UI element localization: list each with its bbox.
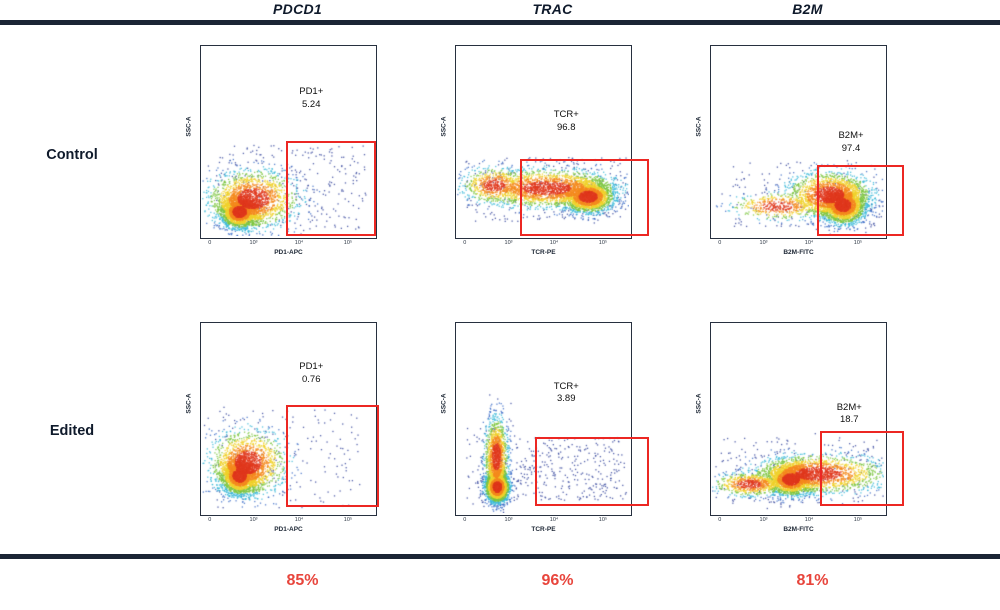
x-axis-tick-label: 10³: [759, 240, 768, 246]
column-header-pdcd1: PDCD1: [273, 1, 322, 17]
gate-annotation-value: 0.76: [302, 373, 321, 385]
column-header-b2m: B2M: [792, 1, 823, 17]
gate-annotation-value: 3.89: [556, 392, 576, 404]
gate-annotation: TCR+ 96.8: [554, 109, 579, 134]
gate-annotation-value: 96.8: [556, 121, 576, 133]
bottom-divider: [0, 554, 1000, 559]
flow-panel-control-trac: TCR+ 96.8 0 10³ 10⁴ 10⁵ TCR-PE SSC-A: [441, 45, 649, 256]
x-axis-tick-label: 10³: [759, 517, 768, 523]
x-axis-tick-label: 0: [718, 240, 722, 246]
x-axis-tick-label: 10³: [249, 517, 258, 523]
column-header-trac: TRAC: [532, 1, 573, 17]
y-axis-label: SSC-A: [695, 393, 703, 414]
x-axis-tick-label: 10³: [504, 517, 513, 523]
x-axis-label: B2M-FITC: [783, 249, 814, 256]
scatter-canvas: [456, 323, 629, 513]
gate-rect: [817, 165, 904, 237]
row-label-control: Control: [46, 147, 98, 163]
gate-annotation-label: TCR+: [553, 380, 579, 392]
scatter-canvas: [456, 46, 629, 236]
x-axis-label: B2M-FITC: [783, 526, 814, 533]
gate-annotation: B2M+ 18.7: [837, 402, 862, 427]
top-divider: [0, 20, 1000, 25]
x-axis-tick-label: 10⁴: [804, 240, 814, 246]
efficiency-b2m: 81%: [796, 572, 829, 589]
x-axis-tick-label: 10⁴: [549, 517, 559, 523]
gate-annotation-value: 97.4: [841, 142, 861, 154]
flow-panel-edited-trac: TCR+ 3.89 0 10³ 10⁴ 10⁵ TCR-PE SSC-A: [441, 322, 649, 533]
gate-annotation: PD1+ 5.24: [299, 86, 323, 111]
x-axis-label: PD1-APC: [274, 249, 303, 256]
scatter-canvas: [711, 323, 884, 513]
gate-annotation-value: 5.24: [302, 98, 321, 110]
flow-panel-edited-b2m: B2M+ 18.7 0 10³ 10⁴ 10⁵ B2M-FITC SSC-A: [696, 322, 904, 533]
x-axis-tick-label: 10⁵: [343, 517, 353, 523]
gate-annotation-label: B2M+: [838, 130, 864, 142]
flow-panel-control-pdcd1: PD1+ 5.24 0 10³ 10⁴ 10⁵ PD1-APC SSC-A: [186, 45, 377, 256]
x-axis-tick-label: 0: [208, 240, 212, 246]
gate-rect: [820, 431, 904, 506]
scatter-canvas: [711, 46, 884, 236]
x-axis-tick-label: 10⁵: [343, 240, 353, 246]
gate-annotation-label: PD1+: [299, 86, 324, 98]
flow-panel-control-b2m: B2M+ 97.4 0 10³ 10⁴ 10⁵ B2M-FITC SSC-A: [696, 45, 904, 256]
x-axis-tick-label: 10³: [249, 240, 258, 246]
x-axis-tick-label: 10⁵: [853, 240, 863, 246]
x-axis-tick-label: 10⁴: [549, 240, 559, 246]
x-axis-tick-label: 10³: [504, 240, 513, 246]
y-axis-label: SSC-A: [185, 116, 193, 137]
gate-annotation: PD1+ 0.76: [299, 361, 323, 386]
y-axis-label: SSC-A: [440, 393, 448, 414]
x-axis-tick-label: 10⁴: [294, 240, 304, 246]
x-axis-tick-label: 10⁴: [804, 517, 814, 523]
gate-annotation-label: PD1+: [299, 361, 324, 373]
x-axis-tick-label: 0: [718, 517, 722, 523]
x-axis-tick-label: 0: [463, 517, 467, 523]
x-axis-tick-label: 10⁵: [598, 240, 608, 246]
efficiency-pdcd1: 85%: [286, 572, 319, 589]
gate-annotation-label: B2M+: [836, 401, 862, 413]
gate-rect: [286, 404, 379, 507]
y-axis-label: SSC-A: [695, 116, 703, 137]
efficiency-trac: 96%: [541, 572, 574, 589]
gate-annotation: B2M+ 97.4: [838, 130, 863, 155]
flow-panel-edited-pdcd1: PD1+ 0.76 0 10³ 10⁴ 10⁵ PD1-APC SSC-A: [186, 322, 379, 533]
x-axis-label: TCR-PE: [531, 526, 556, 533]
gate-annotation-value: 18.7: [840, 414, 859, 426]
gate-annotation-label: TCR+: [553, 109, 579, 121]
x-axis-tick-label: 10⁵: [598, 517, 608, 523]
gate-rect: [286, 141, 376, 237]
x-axis-tick-label: 10⁵: [853, 517, 863, 523]
y-axis-label: SSC-A: [185, 393, 193, 414]
y-axis-label: SSC-A: [440, 116, 448, 137]
x-axis-tick-label: 0: [463, 240, 467, 246]
x-axis-label: TCR-PE: [531, 249, 556, 256]
x-axis-tick-label: 0: [208, 517, 212, 523]
x-axis-tick-label: 10⁴: [294, 517, 304, 523]
gate-annotation: TCR+ 3.89: [554, 381, 579, 406]
x-axis-label: PD1-APC: [274, 526, 303, 533]
gate-rect: [534, 437, 649, 506]
gate-rect: [520, 159, 649, 237]
row-label-edited: Edited: [49, 423, 95, 439]
